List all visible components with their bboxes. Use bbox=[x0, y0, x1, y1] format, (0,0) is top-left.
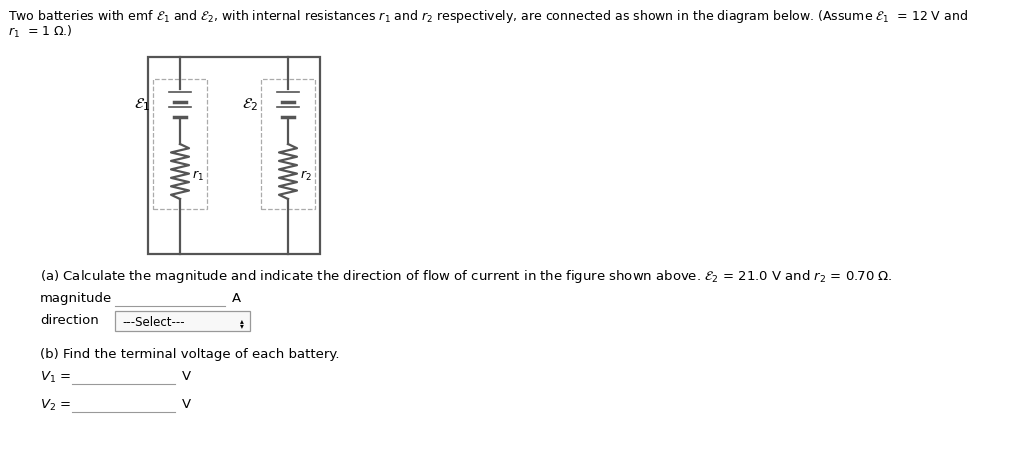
Bar bbox=[148, 58, 319, 254]
Text: Two batteries with emf $\mathcal{E}_1$ and $\mathcal{E}_2$, with internal resist: Two batteries with emf $\mathcal{E}_1$ a… bbox=[8, 8, 968, 25]
Bar bbox=[153, 80, 207, 210]
Text: $\mathcal{E}_1$: $\mathcal{E}_1$ bbox=[134, 97, 150, 113]
Text: $r_1$  = 1 Ω.): $r_1$ = 1 Ω.) bbox=[8, 24, 73, 40]
Text: ▾: ▾ bbox=[240, 321, 244, 330]
Text: magnitude: magnitude bbox=[40, 291, 113, 304]
Text: ▴: ▴ bbox=[240, 316, 244, 325]
Bar bbox=[115, 311, 250, 331]
Text: $r_1$: $r_1$ bbox=[193, 168, 204, 182]
Text: (b) Find the terminal voltage of each battery.: (b) Find the terminal voltage of each ba… bbox=[40, 347, 340, 360]
Text: $V_1$ =: $V_1$ = bbox=[40, 369, 71, 384]
Text: $\mathcal{E}_2$: $\mathcal{E}_2$ bbox=[242, 97, 258, 113]
Text: V: V bbox=[182, 397, 191, 410]
Text: ---Select---: ---Select--- bbox=[122, 315, 184, 328]
Text: $r_2$: $r_2$ bbox=[300, 168, 311, 182]
Text: direction: direction bbox=[40, 313, 98, 326]
Text: V: V bbox=[182, 369, 191, 382]
Text: $V_2$ =: $V_2$ = bbox=[40, 397, 71, 412]
Bar bbox=[261, 80, 315, 210]
Text: (a) Calculate the magnitude and indicate the direction of flow of current in the: (a) Calculate the magnitude and indicate… bbox=[40, 267, 893, 285]
Text: A: A bbox=[232, 291, 241, 304]
